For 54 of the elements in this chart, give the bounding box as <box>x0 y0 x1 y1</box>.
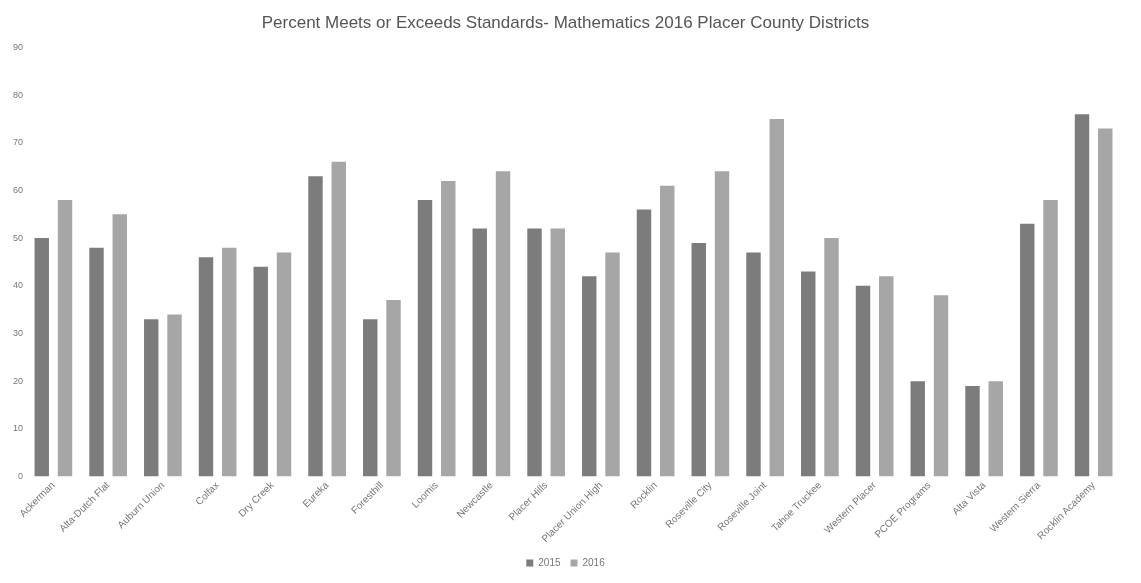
y-tick-label: 80 <box>13 89 24 100</box>
bar <box>57 199 73 477</box>
bar <box>386 300 401 477</box>
bar <box>691 242 706 477</box>
bar <box>801 271 816 477</box>
bar <box>112 214 127 477</box>
bar <box>550 228 565 477</box>
bar <box>417 199 433 477</box>
bar <box>34 238 49 477</box>
bar <box>824 238 839 477</box>
bar <box>1098 128 1113 477</box>
bar <box>308 176 323 477</box>
bar <box>855 285 871 477</box>
bar <box>746 252 761 477</box>
bar <box>910 381 925 477</box>
bar <box>276 252 292 477</box>
y-tick-label: 40 <box>13 280 24 291</box>
bar <box>441 180 456 477</box>
bar <box>167 314 182 477</box>
bar <box>879 276 894 477</box>
x-tick-label: Alta Vista <box>949 479 988 517</box>
y-tick-label: 60 <box>13 184 24 195</box>
bar <box>582 276 597 477</box>
bar <box>988 381 1003 477</box>
legend-label: 2015 <box>538 556 561 568</box>
bar <box>660 185 675 477</box>
chart-title: Percent Meets or Exceeds Standards- Mathematics 2016 Placer County Districts <box>261 12 870 32</box>
bar <box>527 228 542 477</box>
y-tick-label: 30 <box>13 327 24 338</box>
y-tick-label: 90 <box>13 41 24 52</box>
bar <box>769 118 784 477</box>
bar <box>605 252 620 477</box>
y-tick-label: 50 <box>13 232 24 243</box>
bar <box>472 228 487 477</box>
bar <box>714 171 730 477</box>
bar <box>1020 223 1035 477</box>
bar <box>144 319 159 477</box>
bar <box>495 171 511 477</box>
y-tick-label: 20 <box>13 375 24 386</box>
legend-label: 2016 <box>582 556 606 568</box>
bar <box>89 247 104 477</box>
bar <box>933 295 949 477</box>
bar <box>1043 199 1058 477</box>
bar <box>1074 114 1090 477</box>
bar <box>636 209 652 477</box>
y-tick-label: 0 <box>18 471 24 482</box>
bar <box>198 257 214 477</box>
y-tick-label: 70 <box>13 137 24 148</box>
bar <box>222 247 237 477</box>
bar <box>363 319 378 477</box>
bar <box>331 161 346 477</box>
bar <box>253 266 268 477</box>
bar <box>965 385 980 477</box>
y-tick-label: 10 <box>13 423 24 434</box>
